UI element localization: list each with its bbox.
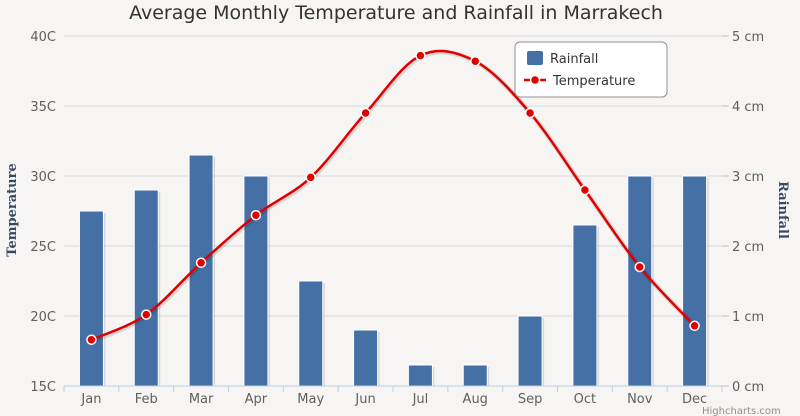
left-tick-label: 20C <box>30 310 56 325</box>
x-tick-label: Jun <box>354 392 375 407</box>
rainfall-bar <box>407 364 433 387</box>
temperature-point <box>141 309 152 320</box>
x-tick-label: May <box>297 392 324 407</box>
right-axis-ticks: 0 cm 1 cm 2 cm 3 cm 4 cm 5 cm <box>722 30 764 395</box>
legend-box <box>514 41 668 98</box>
rainfall-bar <box>298 280 324 387</box>
left-axis-ticks: 15C 20C 25C 30C 35C 40C <box>30 30 56 395</box>
chart-title: Average Monthly Temperature and Rainfall… <box>129 2 663 24</box>
temperature-point <box>195 257 207 269</box>
right-tick-label: 1 cm <box>732 310 764 325</box>
left-tick-label: 35C <box>30 100 56 115</box>
legend-item-temperature[interactable]: Temperature <box>524 74 635 89</box>
temperature-point <box>250 209 262 221</box>
left-axis-title: Temperature <box>5 163 20 256</box>
temperature-point <box>689 320 700 332</box>
temperature-point <box>415 50 426 61</box>
x-tick-label: Dec <box>682 392 707 407</box>
left-tick-label: 30C <box>30 170 56 185</box>
right-tick-label: 0 cm <box>732 380 764 395</box>
rainfall-bar <box>243 175 269 387</box>
legend-temperature-marker <box>529 74 541 86</box>
temperature-point <box>360 107 371 119</box>
x-tick-label: Apr <box>245 392 268 407</box>
rainfall-bar <box>462 364 488 387</box>
rainfall-bar <box>627 175 653 387</box>
temperature-point <box>470 55 481 67</box>
x-tick-label: Feb <box>135 392 158 407</box>
x-tick-label: Jul <box>412 392 429 407</box>
temperature-point <box>305 172 316 183</box>
right-tick-label: 5 cm <box>732 30 764 45</box>
rainfall-bar <box>353 329 379 387</box>
right-tick-label: 2 cm <box>732 240 764 255</box>
legend-rainfall-label: Rainfall <box>550 52 598 67</box>
temperature-line-group <box>86 49 700 346</box>
left-tick-label: 25C <box>30 240 56 255</box>
x-axis-ticks: Jan Feb Mar Apr May Jun Jul Aug Sep Oct Nov Dec <box>63 385 723 407</box>
rainfall-bar <box>517 315 543 387</box>
x-tick-label: Nov <box>627 392 653 407</box>
right-axis-title: Rainfall <box>775 181 790 239</box>
x-tick-label: Oct <box>574 392 596 407</box>
temperature-point <box>634 261 645 273</box>
right-tick-label: 3 cm <box>732 170 764 185</box>
x-tick-label: Aug <box>463 392 488 407</box>
rainfall-bar <box>78 210 104 387</box>
rainfall-bar <box>133 189 159 387</box>
left-tick-label: 40C <box>30 30 56 45</box>
left-tick-label: 15C <box>30 380 56 395</box>
temperature-point <box>579 184 591 196</box>
x-tick-label: Jan <box>80 392 101 407</box>
right-tick-label: 4 cm <box>732 100 764 115</box>
legend-item-rainfall[interactable]: Rainfall <box>527 51 598 67</box>
x-tick-label: Sep <box>518 392 543 407</box>
legend[interactable]: Rainfall Temperature <box>514 41 668 98</box>
temperature-point <box>86 334 97 346</box>
legend-rainfall-swatch <box>527 51 543 65</box>
rainfall-bar <box>682 175 708 387</box>
credits-text[interactable]: Highcharts.com <box>702 406 781 416</box>
temperature-point <box>524 107 536 119</box>
x-tick-label: Mar <box>189 392 214 407</box>
rainfall-bars <box>78 154 709 387</box>
rainfall-bar <box>572 224 598 387</box>
legend-temperature-label: Temperature <box>552 74 635 89</box>
